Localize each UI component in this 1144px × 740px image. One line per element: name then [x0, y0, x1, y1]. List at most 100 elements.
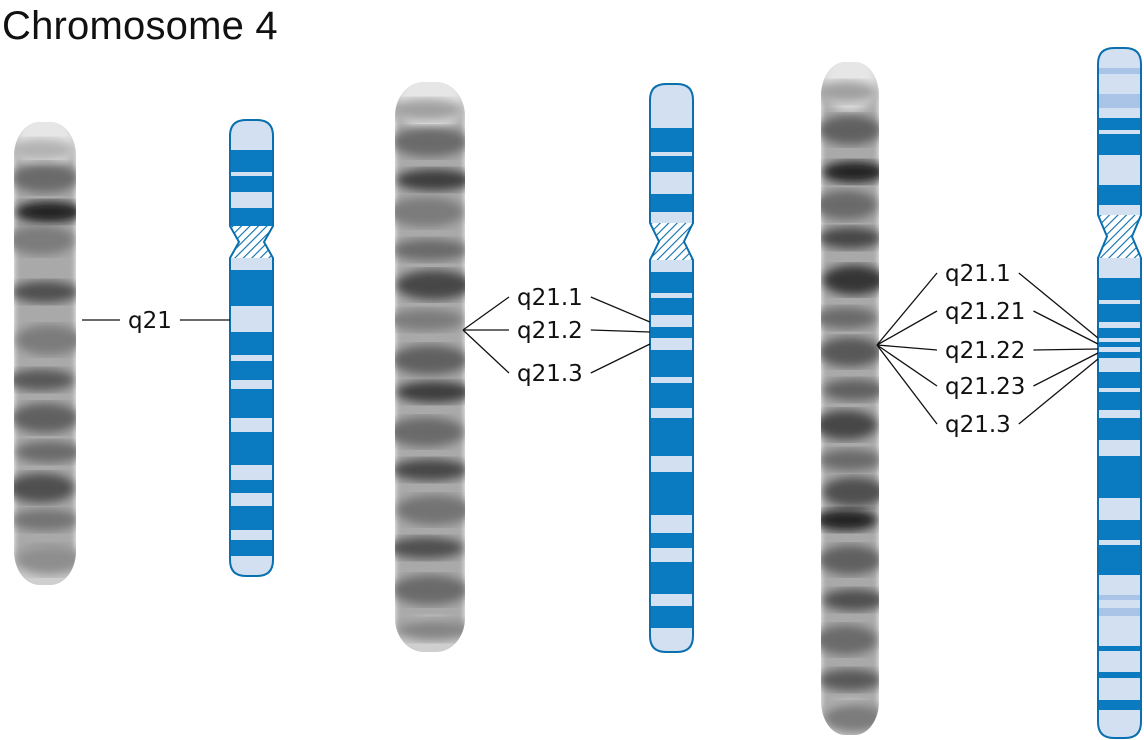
cytoband: [650, 562, 693, 594]
cytoband: [650, 327, 693, 338]
cytoband: [1098, 347, 1141, 352]
cytoband: [1098, 322, 1141, 328]
cytoband: [230, 418, 273, 432]
cytoband: [1098, 48, 1141, 68]
cytoband: [1098, 575, 1141, 595]
cytoband: [230, 270, 273, 306]
cytoband: [1098, 278, 1141, 300]
cytoband: [230, 540, 273, 556]
cytoband: [230, 432, 273, 465]
cytoband: [1098, 258, 1141, 278]
cytoband: [1098, 616, 1141, 646]
cytoband: [650, 260, 693, 272]
cytoband: [1098, 205, 1141, 215]
cytoband: [650, 156, 693, 172]
ideogram: [1097, 47, 1142, 739]
cytoband: [1098, 185, 1141, 205]
leader-line: [1033, 310, 1099, 345]
leader-line: [876, 310, 938, 346]
cytoband: [230, 208, 273, 226]
cytoband: [230, 493, 273, 506]
cytoband: [1098, 388, 1141, 392]
cytoband: [650, 408, 693, 418]
band-label: q21.22: [945, 338, 1025, 364]
cytoband: [230, 176, 273, 192]
cytoband: [650, 628, 693, 652]
chromosome-photo: [821, 62, 879, 735]
cytoband: [1098, 440, 1141, 456]
cytoband: [230, 332, 273, 355]
cytoband: [650, 594, 693, 606]
cytoband: [650, 128, 693, 152]
cytoband: [1098, 118, 1141, 130]
cytoband: [1098, 342, 1141, 347]
cytoband: [230, 258, 273, 270]
leader-line: [876, 344, 938, 425]
cytoband: [1098, 155, 1141, 185]
cytoband: [230, 530, 273, 540]
cytoband: [1098, 710, 1141, 738]
leader-line: [590, 296, 651, 323]
ideogram: [649, 83, 694, 653]
cytoband: [1098, 520, 1141, 540]
cytoband: [230, 361, 273, 380]
cytoband: [650, 338, 693, 350]
leader-line: [1018, 272, 1099, 339]
band-label: q21.23: [945, 374, 1025, 400]
cytoband: [1098, 74, 1141, 94]
cytoband: [1098, 498, 1141, 520]
leader-line: [462, 329, 510, 374]
leader-line: [1033, 348, 1099, 351]
cytoband: [1098, 68, 1141, 74]
cytoband: [650, 418, 693, 456]
cytoband: [1098, 108, 1141, 118]
cytoband: [1098, 456, 1141, 498]
cytoband: [650, 212, 693, 223]
cytoband: [650, 383, 693, 408]
leader-line: [590, 329, 651, 333]
cytoband: [650, 350, 693, 377]
cytoband: [1098, 600, 1141, 608]
cytoband: [1098, 358, 1141, 372]
cytoband: [1098, 392, 1141, 410]
cytoband: [650, 606, 693, 628]
centromere: [1098, 215, 1141, 258]
cytoband: [650, 533, 693, 548]
band-label: q21.3: [517, 361, 583, 387]
cytoband: [230, 355, 273, 361]
cytoband: [230, 506, 273, 530]
cytoband: [1098, 672, 1141, 678]
cytoband: [1098, 328, 1141, 338]
cytoband: [650, 172, 693, 194]
band-label: q21.2: [517, 318, 583, 344]
cytoband: [230, 556, 273, 576]
cytoband: [650, 194, 693, 212]
cytoband: [1098, 418, 1141, 440]
leader-line: [590, 343, 651, 374]
cytoband: [1098, 352, 1141, 358]
cytoband: [650, 515, 693, 533]
leader-line: [1033, 352, 1099, 387]
ideogram: [229, 119, 274, 577]
cytoband: [1098, 130, 1141, 134]
cytoband: [1098, 300, 1141, 304]
cytoband: [650, 456, 693, 472]
cytoband: [1098, 545, 1141, 575]
cytoband: [1098, 651, 1141, 672]
cytoband: [650, 84, 693, 128]
chromosome-photo: [14, 122, 76, 585]
cytoband: [1098, 608, 1141, 616]
cytoband: [1098, 595, 1141, 600]
cytoband: [230, 172, 273, 176]
cytoband: [650, 272, 693, 293]
page-title: Chromosome 4: [2, 4, 278, 48]
band-label: q21.1: [945, 261, 1011, 287]
band-label: q21.21: [945, 299, 1025, 325]
cytoband: [230, 480, 273, 493]
cytoband: [1098, 338, 1141, 342]
centromere: [650, 223, 693, 260]
leader-line: [1018, 358, 1099, 425]
cytoband: [650, 472, 693, 515]
cytoband: [1098, 372, 1141, 388]
